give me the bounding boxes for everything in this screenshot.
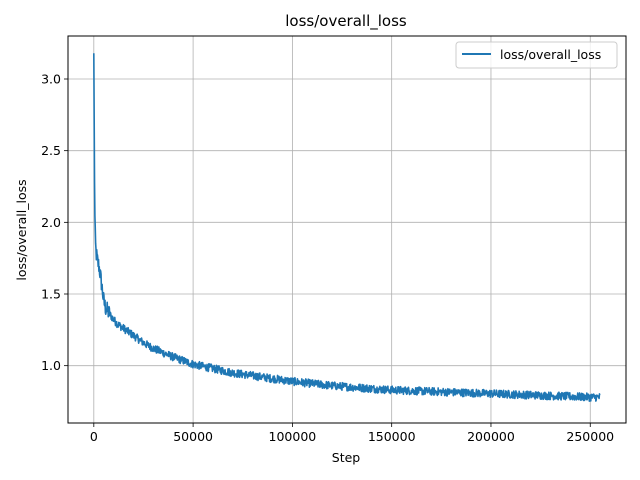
legend-label: loss/overall_loss (500, 47, 601, 62)
series-line (93, 53, 601, 402)
x-tick-label: 0 (90, 429, 98, 444)
chart-title: loss/overall_loss (285, 12, 407, 31)
plot-frame (67, 35, 627, 424)
y-tick-label: 1.5 (41, 287, 61, 302)
x-tick-label: 250000 (566, 429, 614, 444)
y-axis-ticks: 1.0 1.5 2.0 2.5 3.0 (41, 72, 68, 373)
x-tick-label: 150000 (368, 429, 416, 444)
x-tick-label: 200000 (467, 429, 515, 444)
legend: loss/overall_loss (455, 41, 618, 69)
legend-box (455, 41, 618, 69)
x-tick-label: 50000 (173, 429, 213, 444)
y-tick-label: 1.0 (41, 358, 61, 373)
y-tick-label: 2.5 (41, 143, 61, 158)
y-tick-label: 2.0 (41, 215, 61, 230)
grid (68, 36, 626, 423)
x-tick-label: 100000 (269, 429, 317, 444)
y-axis-label: loss/overall_loss (14, 179, 29, 280)
y-tick-label: 3.0 (41, 72, 61, 87)
x-axis-ticks: 0 50000 100000 150000 200000 250000 (90, 423, 614, 444)
series-layer (93, 53, 601, 402)
x-axis-label: Step (332, 450, 361, 465)
